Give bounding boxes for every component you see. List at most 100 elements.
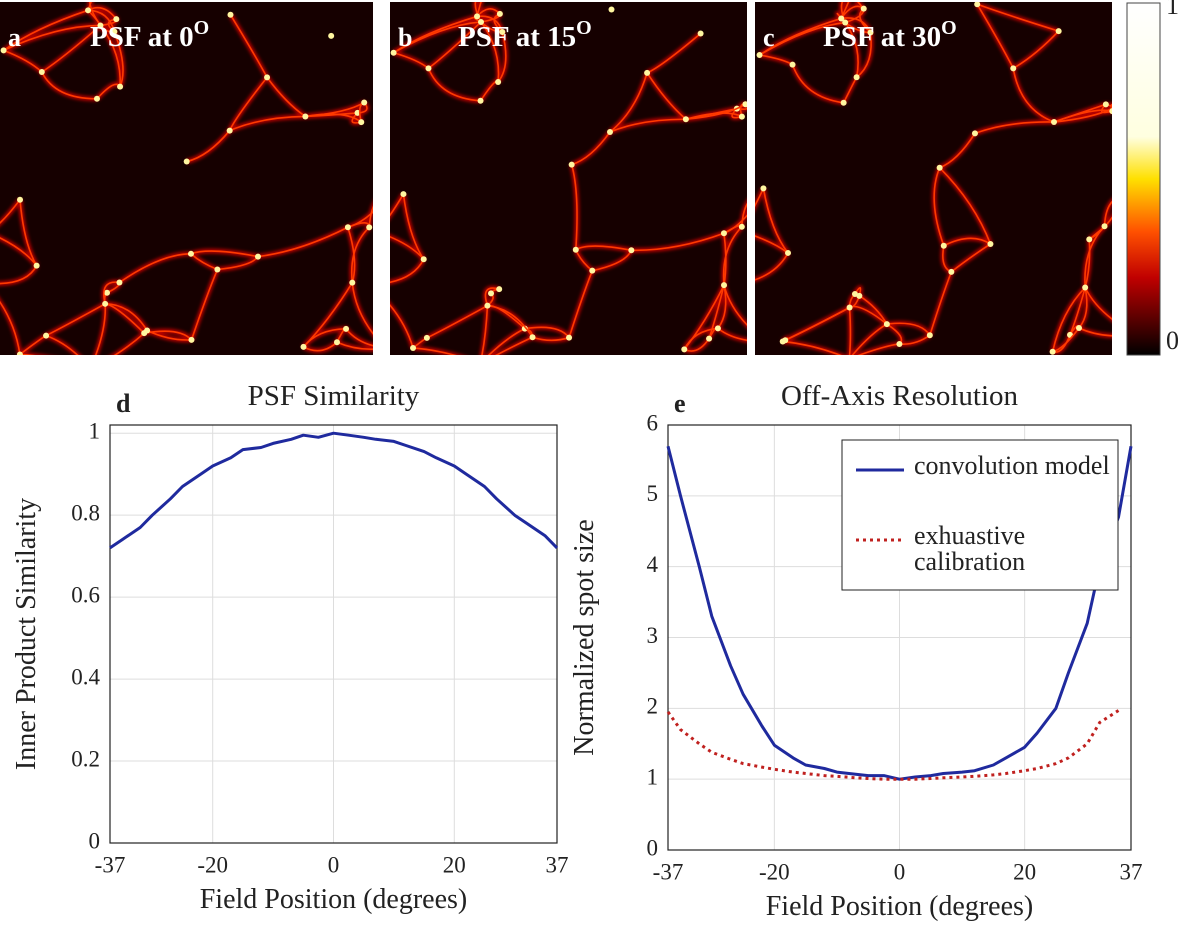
caustic-spot <box>974 2 981 8</box>
caustic-line <box>759 21 846 56</box>
x-tick-label: 37 <box>1120 859 1143 884</box>
caustic-spot <box>423 334 430 341</box>
caustic-line <box>0 300 21 355</box>
caustic-spot <box>495 78 502 85</box>
caustic-spot <box>846 304 853 311</box>
caustic-spot <box>400 191 407 198</box>
x-tick-label: 37 <box>546 852 569 877</box>
y-tick-label: 2 <box>647 694 659 719</box>
caustic-spot <box>343 325 350 332</box>
caustic-line <box>390 235 425 260</box>
panel-label: a <box>8 23 21 52</box>
caustic-line <box>609 118 686 133</box>
caustic-spot <box>682 116 689 123</box>
caustic-line <box>717 284 727 329</box>
axes-frame <box>667 424 1132 851</box>
caustic-line <box>19 199 38 267</box>
caustic-line <box>723 233 727 286</box>
caustic-line <box>1084 239 1091 288</box>
caustic-spot <box>856 292 863 299</box>
caustic-spot <box>926 332 933 339</box>
caustic-spot <box>1101 223 1108 230</box>
caustic-line <box>3 9 89 52</box>
caustic-line <box>851 323 888 355</box>
caustic-spot <box>264 74 271 81</box>
panel-title: PSF at 30O <box>823 17 957 53</box>
caustic-line <box>933 167 945 246</box>
axes-frame <box>109 424 558 844</box>
caustic-line <box>0 237 38 267</box>
panel-title-sup: O <box>941 17 957 39</box>
caustic-line <box>631 232 725 252</box>
caustic-line <box>1012 30 1060 70</box>
caustic-line <box>266 76 306 118</box>
caustic-line <box>1078 287 1088 329</box>
y-tick-label: 0.2 <box>71 746 100 771</box>
caustic-spot <box>896 340 903 347</box>
caustic-line <box>345 328 373 347</box>
caustic-spot <box>477 361 483 367</box>
caustic-spot <box>940 242 947 249</box>
caustic-glow <box>19 351 48 355</box>
caustic-line <box>190 269 219 341</box>
caustic-line <box>858 295 888 325</box>
caustic-line <box>0 199 21 224</box>
chart-title: PSF Similarity <box>248 380 420 412</box>
chart-title: Off-Axis Resolution <box>781 380 1019 412</box>
colorbar-tick-label: 1 <box>1166 0 1179 20</box>
caustic-spot <box>187 250 194 257</box>
y-tick-label: 0 <box>647 835 659 860</box>
caustic-spot <box>785 249 792 256</box>
panel-label: e <box>674 389 686 418</box>
caustic-spot <box>1086 236 1093 243</box>
colorbar <box>1126 2 1161 356</box>
caustic-line <box>974 121 1055 135</box>
caustic-spot <box>496 10 503 17</box>
caustic-line <box>336 341 373 350</box>
caustic-spot <box>589 267 596 274</box>
caustic-line <box>302 282 353 348</box>
caustic-line <box>741 202 747 227</box>
y-tick-label: 0.6 <box>71 582 100 607</box>
caustic-spot <box>300 343 307 350</box>
caustic-line <box>94 303 107 355</box>
caustic-spot <box>720 230 727 237</box>
caustic-spot <box>358 119 365 126</box>
caustic-line <box>976 3 1014 69</box>
caustic-spot <box>254 253 261 260</box>
legend-entry: exhuastive calibration <box>914 523 1025 575</box>
y-tick-label: 6 <box>647 410 659 435</box>
caustic-line <box>950 243 991 273</box>
caustic-spot <box>425 65 432 72</box>
caustic-spot <box>214 266 221 273</box>
psf-image <box>0 2 373 355</box>
x-tick-label: 20 <box>1013 859 1036 884</box>
caustic-line <box>943 237 991 247</box>
caustic-spot <box>756 52 763 59</box>
caustic-spot <box>529 334 536 341</box>
x-axis-label: Field Position (degrees) <box>766 891 1034 922</box>
caustic-spot <box>104 289 111 296</box>
caustic-line <box>1051 286 1086 352</box>
y-axis-label: Inner Product Similarity <box>11 498 42 770</box>
caustic-line <box>390 258 425 284</box>
caustic-spot <box>102 300 109 307</box>
caustic-line <box>609 72 648 133</box>
caustic-spot <box>117 83 124 90</box>
caustic-spot <box>1082 284 1089 291</box>
caustic-spot <box>681 346 688 353</box>
caustic-spot <box>566 334 573 341</box>
x-tick-label: 0 <box>328 852 340 877</box>
panel-title-text: PSF at 15 <box>458 21 576 53</box>
caustic-spot <box>867 29 874 36</box>
caustic-spot <box>183 158 190 165</box>
panel-title-sup: O <box>194 17 210 39</box>
y-tick-label: 5 <box>647 481 659 506</box>
caustic-line <box>19 353 36 355</box>
caustic-line <box>487 304 534 338</box>
caustic-spot <box>782 337 789 344</box>
caustic-spot <box>333 339 340 346</box>
caustic-spot <box>116 279 123 286</box>
caustic-line <box>646 72 687 120</box>
caustic-line <box>1053 107 1112 123</box>
